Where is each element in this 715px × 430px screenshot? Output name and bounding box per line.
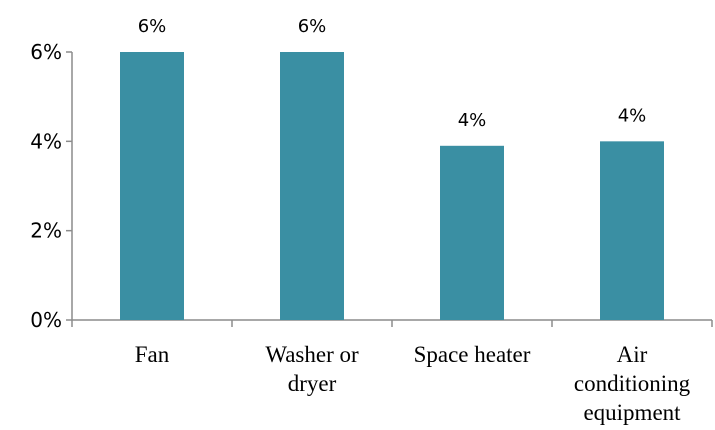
category-label: Washer or dryer xyxy=(265,342,359,396)
bar xyxy=(280,52,344,320)
category-labels: Fan Washer or dryer Space heater Air conditio… xyxy=(135,342,691,425)
x-axis xyxy=(71,319,713,327)
y-tick-label: 0% xyxy=(30,308,62,332)
y-tick-label: 4% xyxy=(30,129,62,153)
bar xyxy=(600,141,664,320)
bar xyxy=(120,52,184,320)
bar xyxy=(440,145,504,320)
category-label-line: equipment xyxy=(583,400,681,425)
category-label-line: Washer or xyxy=(265,342,359,367)
category-label-line: Air xyxy=(617,342,648,367)
category-label: Air conditioning equipment xyxy=(574,342,691,425)
category-label: Fan xyxy=(135,342,170,367)
y-axis: 0% 2% 4% 6% xyxy=(30,40,73,332)
category-label-line: Fan xyxy=(135,342,170,367)
category-label-line: conditioning xyxy=(574,371,691,396)
data-label: 6% xyxy=(298,16,327,37)
category-label: Space heater xyxy=(414,342,531,367)
y-tick-label: 2% xyxy=(30,219,62,243)
category-label-line: Space heater xyxy=(414,342,531,367)
data-label: 6% xyxy=(138,16,167,37)
category-label-line: dryer xyxy=(288,371,337,396)
data-label: 4% xyxy=(458,110,487,131)
data-label: 4% xyxy=(618,105,647,126)
y-tick-label: 6% xyxy=(30,40,62,64)
bars xyxy=(120,52,664,320)
value-labels: 6% 6% 4% 4% xyxy=(138,16,647,131)
